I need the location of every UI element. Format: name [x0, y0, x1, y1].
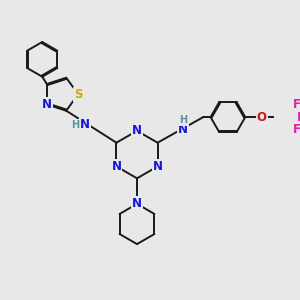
Text: N: N [132, 124, 142, 137]
Text: N: N [111, 160, 122, 173]
Text: H: H [179, 115, 187, 125]
Text: N: N [80, 118, 90, 131]
Text: F: F [297, 111, 300, 124]
Text: H: H [71, 120, 79, 130]
Text: F: F [293, 98, 300, 111]
Text: F: F [293, 123, 300, 136]
Text: S: S [74, 88, 82, 101]
Text: O: O [257, 111, 267, 124]
Text: N: N [178, 123, 188, 136]
Text: N: N [153, 160, 163, 173]
Text: N: N [42, 98, 52, 111]
Text: N: N [132, 197, 142, 210]
